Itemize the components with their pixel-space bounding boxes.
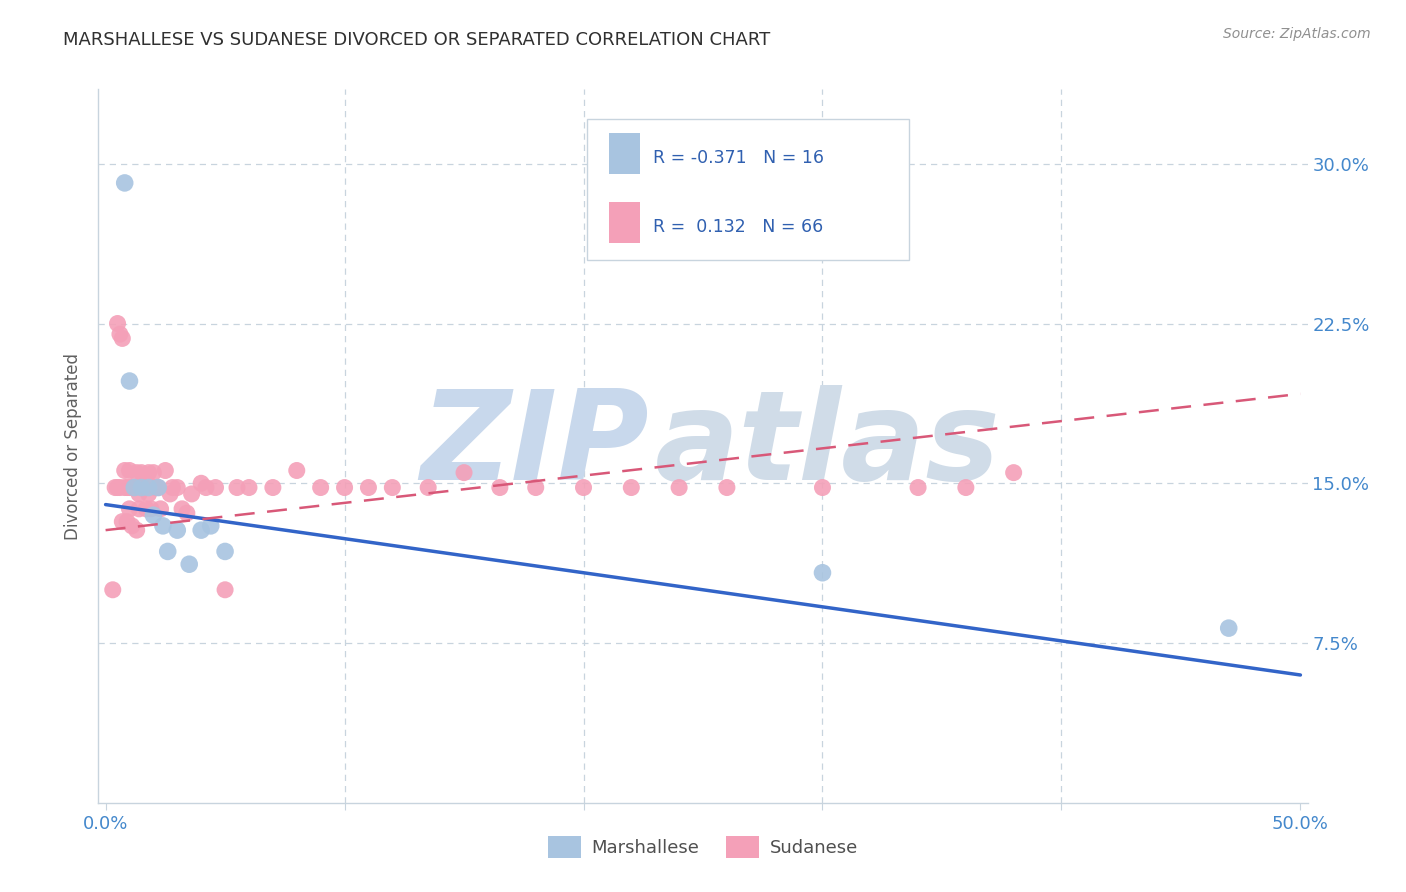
Point xyxy=(107,317,129,331)
Point xyxy=(238,481,260,495)
Point xyxy=(955,481,977,495)
Point xyxy=(524,481,547,495)
Point xyxy=(135,501,157,516)
Point xyxy=(155,463,177,477)
Point xyxy=(166,481,188,495)
Point xyxy=(285,463,308,477)
Point xyxy=(121,481,143,495)
Point xyxy=(122,481,145,495)
Text: Source: ZipAtlas.com: Source: ZipAtlas.com xyxy=(1223,27,1371,41)
Point xyxy=(138,466,160,480)
Point xyxy=(114,481,136,495)
Point xyxy=(333,481,356,495)
Point xyxy=(1002,466,1025,480)
Point xyxy=(114,463,136,477)
Point xyxy=(108,481,131,495)
Point xyxy=(138,487,160,501)
Legend: Marshallese, Sudanese: Marshallese, Sudanese xyxy=(541,829,865,865)
Point xyxy=(146,481,169,495)
Point xyxy=(125,523,148,537)
Point xyxy=(101,582,124,597)
Point xyxy=(309,481,332,495)
Point xyxy=(111,331,134,345)
Point xyxy=(716,481,738,495)
Point xyxy=(204,481,226,495)
Point xyxy=(226,481,249,495)
Point xyxy=(118,481,141,495)
Point xyxy=(453,466,475,480)
Point xyxy=(108,327,131,342)
Point xyxy=(620,481,643,495)
Point xyxy=(118,374,141,388)
Point xyxy=(128,487,150,501)
Point xyxy=(131,481,153,495)
Point xyxy=(131,481,153,495)
Point xyxy=(122,481,145,495)
Point xyxy=(907,481,929,495)
Point xyxy=(138,481,160,495)
Point xyxy=(132,481,155,495)
Point xyxy=(146,481,169,495)
Y-axis label: Divorced or Separated: Divorced or Separated xyxy=(65,352,83,540)
Point xyxy=(104,481,127,495)
Point xyxy=(176,506,198,520)
Point xyxy=(132,481,155,495)
Point xyxy=(179,558,201,572)
Text: MARSHALLESE VS SUDANESE DIVORCED OR SEPARATED CORRELATION CHART: MARSHALLESE VS SUDANESE DIVORCED OR SEPA… xyxy=(63,31,770,49)
Point xyxy=(114,176,136,190)
Point xyxy=(668,481,690,495)
Point xyxy=(107,481,129,495)
Point xyxy=(145,481,167,495)
Point xyxy=(128,501,150,516)
Point xyxy=(122,481,145,495)
Point xyxy=(381,481,404,495)
Point xyxy=(572,481,595,495)
Point xyxy=(489,481,512,495)
Point xyxy=(115,481,138,495)
Point xyxy=(162,481,184,495)
Text: R = -0.371   N = 16: R = -0.371 N = 16 xyxy=(652,149,824,168)
Text: ZIP: ZIP xyxy=(420,385,648,507)
Point xyxy=(121,519,143,533)
Point xyxy=(180,487,202,501)
Point xyxy=(152,519,174,533)
Point xyxy=(156,544,179,558)
Point xyxy=(118,463,141,477)
Point xyxy=(214,544,236,558)
Point xyxy=(159,487,181,501)
Point xyxy=(418,481,440,495)
Point xyxy=(1218,621,1240,635)
Point xyxy=(194,481,217,495)
Point xyxy=(115,515,138,529)
Point xyxy=(170,501,193,516)
Point xyxy=(357,481,380,495)
Point xyxy=(131,466,153,480)
Point xyxy=(262,481,284,495)
Text: atlas: atlas xyxy=(655,385,1001,507)
Point xyxy=(149,501,172,516)
Point xyxy=(142,508,165,523)
Point xyxy=(811,566,834,580)
Point xyxy=(111,515,134,529)
Point xyxy=(125,466,148,480)
Point xyxy=(166,523,188,537)
Point xyxy=(118,501,141,516)
Text: R =  0.132   N = 66: R = 0.132 N = 66 xyxy=(652,218,824,236)
Point xyxy=(190,523,212,537)
Point xyxy=(200,519,222,533)
Point xyxy=(142,466,165,480)
Point xyxy=(190,476,212,491)
Point xyxy=(214,582,236,597)
Point xyxy=(811,481,834,495)
Point xyxy=(139,501,162,516)
